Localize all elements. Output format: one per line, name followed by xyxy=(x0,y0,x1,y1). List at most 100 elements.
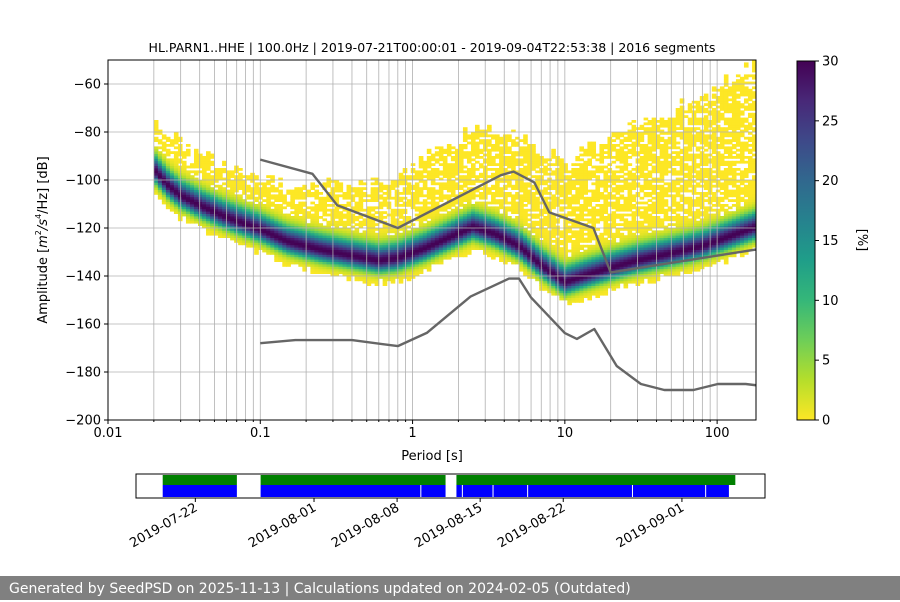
psd-cell xyxy=(230,235,235,238)
psd-cell xyxy=(310,247,316,250)
psd-cell xyxy=(290,237,295,241)
psd-cell xyxy=(354,235,360,238)
psd-cell xyxy=(503,244,508,248)
psd-cell xyxy=(326,242,332,246)
psd-cell xyxy=(262,244,267,248)
psd-cell xyxy=(350,268,356,272)
psd-cell xyxy=(627,271,633,274)
psd-cell xyxy=(495,240,500,243)
psd-cell xyxy=(623,201,629,205)
psd-cell xyxy=(659,230,665,234)
psd-cell xyxy=(491,228,496,231)
psd-cell xyxy=(631,151,637,154)
psd-cell xyxy=(214,201,219,205)
psd-cell xyxy=(527,242,532,246)
psd-cell xyxy=(543,187,548,190)
psd-cell xyxy=(599,292,605,296)
psd-cell xyxy=(218,189,223,193)
psd-cell xyxy=(663,144,669,147)
psd-cell xyxy=(430,194,436,198)
psd-cell xyxy=(487,189,492,193)
psd-cell xyxy=(571,242,576,246)
psd-cell xyxy=(226,189,231,193)
psd-cell xyxy=(410,273,416,277)
psd-cell xyxy=(591,278,597,282)
psd-cell xyxy=(157,146,163,150)
psd-cell xyxy=(358,266,364,270)
psd-cell xyxy=(547,242,552,246)
psd-cell xyxy=(527,240,532,243)
psd-cell xyxy=(262,189,267,193)
psd-cell xyxy=(310,235,316,238)
psd-cell xyxy=(643,144,649,147)
psd-cell xyxy=(603,264,609,267)
psd-cell xyxy=(474,201,480,205)
psd-cell xyxy=(543,268,548,272)
psd-cell xyxy=(414,194,420,198)
psd-cell xyxy=(290,256,295,260)
psd-cell xyxy=(611,288,617,291)
psd-cell xyxy=(527,165,532,169)
psd-cell xyxy=(370,237,376,241)
psd-cell xyxy=(611,242,617,246)
psd-cell xyxy=(663,237,669,241)
psd-cell xyxy=(563,295,568,298)
psd-cell xyxy=(511,208,516,212)
psd-cell xyxy=(334,180,340,183)
psd-cell xyxy=(230,189,235,193)
psd-cell xyxy=(406,252,412,255)
psd-cell xyxy=(193,172,199,176)
psd-cell xyxy=(314,211,320,214)
psd-cell xyxy=(579,295,584,298)
psd-cell xyxy=(189,199,195,202)
psd-cell xyxy=(579,213,584,217)
psd-cell xyxy=(165,160,171,164)
psd-cell xyxy=(310,216,316,219)
psd-cell xyxy=(474,180,480,183)
psd-cell xyxy=(579,261,584,265)
psd-cell xyxy=(442,148,448,152)
psd-cell xyxy=(438,148,444,152)
psd-cell xyxy=(290,199,295,202)
psd-cell xyxy=(607,285,613,289)
psd-cell xyxy=(306,192,311,195)
psd-cell xyxy=(523,230,528,234)
psd-cell xyxy=(278,242,283,246)
psd-cell xyxy=(491,136,496,140)
psd-cell xyxy=(567,206,572,210)
psd-cell xyxy=(426,225,432,229)
psd-cell xyxy=(531,156,536,159)
psd-cell xyxy=(571,290,576,294)
psd-cell xyxy=(161,182,167,186)
psd-cell xyxy=(298,232,303,236)
psd-cell xyxy=(623,180,629,183)
psd-cell xyxy=(254,206,259,210)
psd-cell xyxy=(298,264,303,267)
psd-cell xyxy=(418,228,424,231)
psd-cell xyxy=(627,223,633,226)
psd-cell xyxy=(310,259,316,262)
psd-cell xyxy=(366,242,372,246)
psd-cell xyxy=(559,276,564,279)
psd-cell xyxy=(198,180,203,183)
psd-cell xyxy=(342,261,348,265)
psd-cell xyxy=(563,268,568,272)
psd-cell xyxy=(603,288,609,291)
psd-cell xyxy=(446,254,452,258)
psd-cell xyxy=(169,163,175,166)
psd-cell xyxy=(450,158,456,162)
psd-cell xyxy=(647,237,653,241)
psd-cell xyxy=(390,223,396,226)
psd-cell xyxy=(410,254,416,258)
psd-cell xyxy=(567,177,572,181)
psd-cell xyxy=(354,223,360,226)
psd-cell xyxy=(663,273,669,277)
psd-cell xyxy=(394,228,400,231)
psd-cell xyxy=(535,199,540,202)
psd-cell xyxy=(623,146,629,150)
psd-cell xyxy=(410,247,416,250)
psd-cell xyxy=(214,184,219,188)
psd-cell xyxy=(647,172,653,176)
psd-cell xyxy=(655,266,661,270)
psd-cell xyxy=(402,228,408,231)
